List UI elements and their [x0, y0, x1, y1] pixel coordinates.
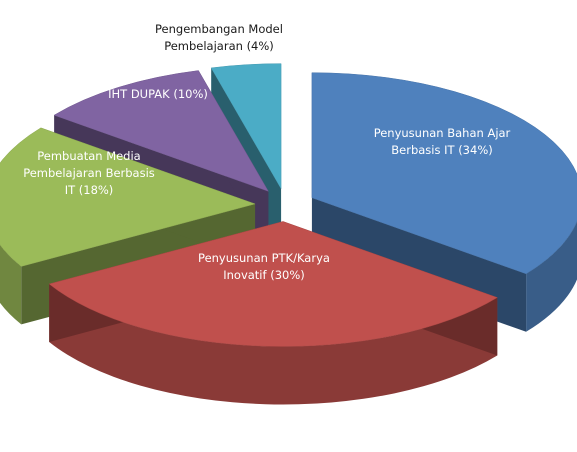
slice-top-4 — [210, 63, 282, 190]
slice-rim-0 — [526, 221, 577, 332]
slice-top-0 — [311, 72, 577, 275]
slice-top-1 — [48, 221, 498, 347]
slice-label-pengembangan: Pengembangan Model Pembelajaran (4%) — [155, 22, 283, 53]
slice-top-3 — [53, 70, 269, 192]
slice-label-media: Pembuatan Media Pembelajaran Berbasis IT (… — [23, 149, 155, 197]
slice-label-iht-dupak: IHT DUPAK (10%) — [108, 87, 208, 101]
slice-rim-1 — [49, 283, 498, 405]
slice-tops-layer — [0, 63, 577, 347]
slice-rim-2 — [0, 244, 22, 325]
slice-label-bahan-ajar: Penyusunan Bahan Ajar Berbasis IT (34%) — [374, 126, 511, 157]
slice-top-2 — [0, 127, 256, 267]
slice-label-ptk: Penyusunan PTK/Karya Inovatif (30%) — [198, 251, 330, 282]
